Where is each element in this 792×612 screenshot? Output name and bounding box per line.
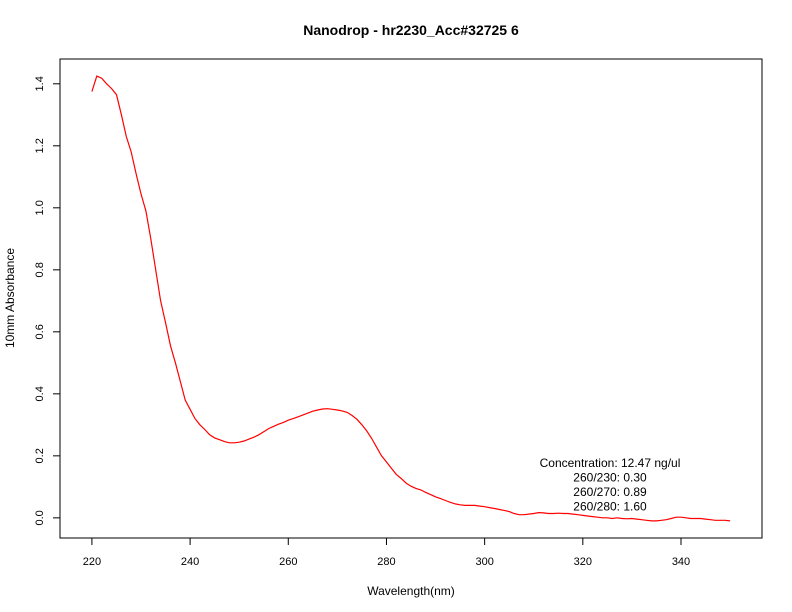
y-tick-label: 1.4 [34, 76, 46, 91]
x-tick-label: 340 [672, 556, 690, 568]
plot-frame [59, 58, 763, 539]
y-tick-label: 0.4 [34, 386, 46, 401]
y-tick-label: 0.2 [34, 448, 46, 463]
y-axis-label: 10mm Absorbance [3, 248, 17, 348]
x-tick-label: 300 [475, 556, 493, 568]
y-tick-label: 0.6 [34, 324, 46, 339]
absorbance-series-line [91, 75, 731, 522]
series-layer [91, 75, 731, 522]
y-tick-label: 1.2 [34, 138, 46, 153]
y-tick-label: 1.0 [34, 200, 46, 215]
x-tick-label: 220 [83, 556, 101, 568]
x-tick-label: 260 [279, 556, 297, 568]
y-tick-label: 0.0 [34, 510, 46, 525]
y-tick-label: 0.8 [34, 262, 46, 277]
y-axis: 0.0 0.2 0.4 0.6 0.8 1.0 1.2 1.4 [34, 76, 61, 525]
annotation-line: 260/230: 0.30 [573, 471, 647, 485]
x-tick-label: 280 [377, 556, 395, 568]
x-tick-label: 320 [574, 556, 592, 568]
annotation-line: Concentration: 12.47 ng/ul [540, 456, 681, 470]
x-axis: 220 240 260 280 300 320 340 [83, 537, 690, 568]
annotation-line: 260/270: 0.89 [573, 485, 647, 499]
chart-title: Nanodrop - hr2230_Acc#32725 6 [303, 22, 519, 38]
x-axis-label: Wavelength(nm) [367, 584, 455, 598]
x-tick-label: 240 [181, 556, 199, 568]
annotation-line: 260/280: 1.60 [573, 500, 647, 514]
